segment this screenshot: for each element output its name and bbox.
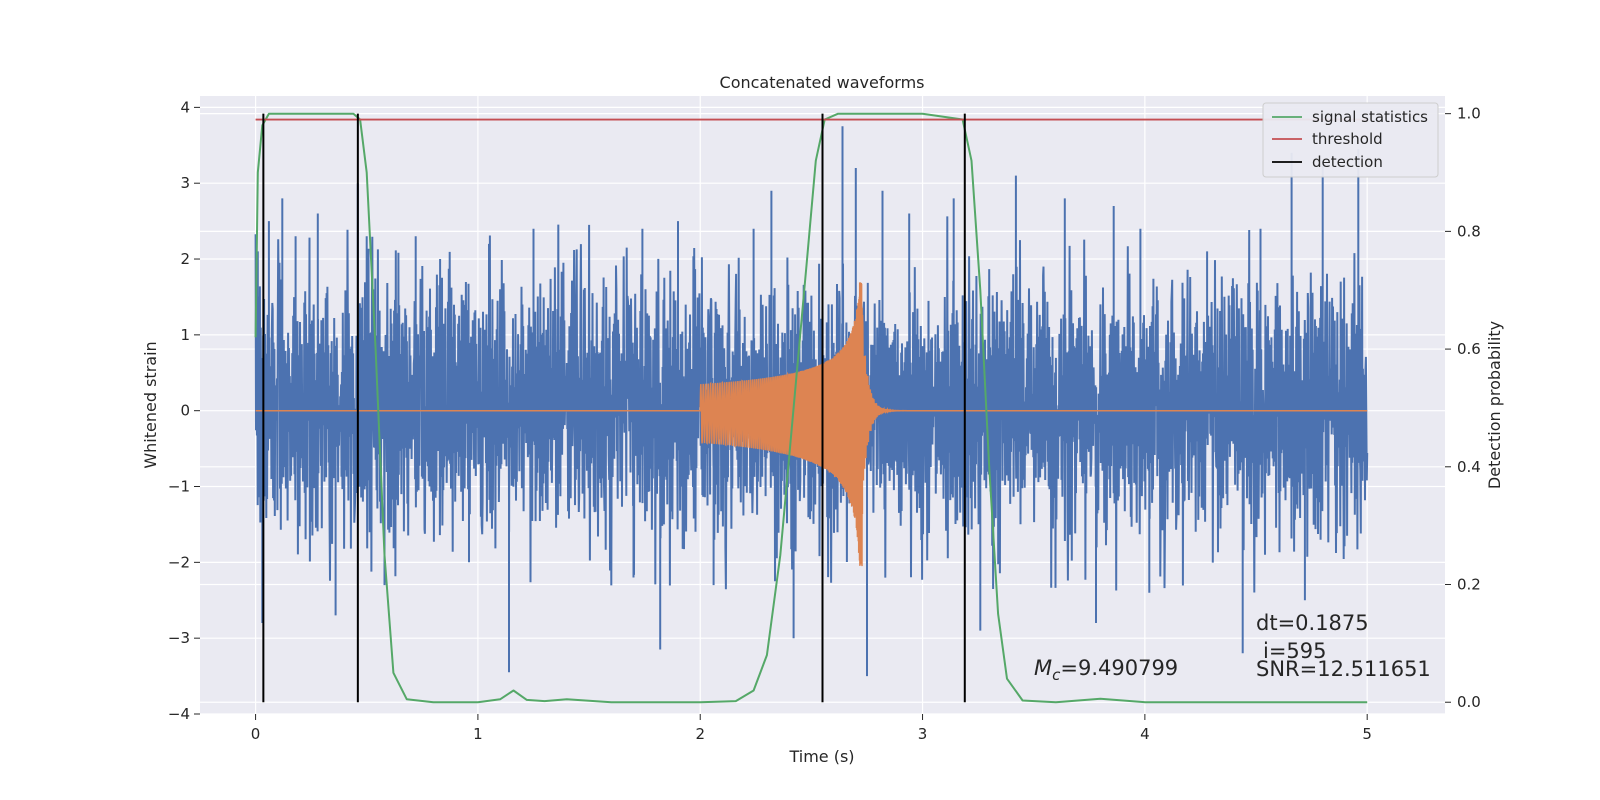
y2-tick-label-3: 0.4 (1457, 458, 1481, 476)
y2-tick-label-1: 0.8 (1457, 222, 1481, 240)
x-tick-label-3: 3 (918, 725, 928, 743)
y-axis-label: Whitened strain (141, 341, 160, 468)
y-tick-label-4: 0 (180, 402, 190, 420)
y-tick-label-6: −2 (168, 553, 190, 571)
x-tick-label-1: 1 (473, 725, 483, 743)
annotation-chirp-mass-subscript: c (1052, 666, 1061, 684)
legend-label-signal-statistics: signal statistics (1312, 108, 1428, 126)
y-tick-label-2: 2 (180, 250, 190, 268)
y-tick-label-7: −3 (168, 629, 190, 647)
x-tick-label-4: 4 (1140, 725, 1150, 743)
legend: signal statistics threshold detection (1262, 102, 1439, 178)
y-tick-label-3: 1 (180, 326, 190, 344)
y-tick-label-8: −4 (168, 705, 190, 723)
x-tick-label-5: 5 (1362, 725, 1372, 743)
y2-axis-label: Detection probability (1485, 321, 1504, 489)
legend-label-threshold: threshold (1312, 130, 1383, 148)
series-signal-statistics (254, 112, 1368, 704)
series-layer (254, 112, 1369, 704)
annotation-chirp-mass: Mc=9.490799 (1034, 656, 1178, 684)
x-tick-label-0: 0 (251, 725, 261, 743)
annotation-dt: dt=0.1875 (1256, 611, 1369, 635)
y-tick-label-1: 3 (180, 174, 190, 192)
annotation-chirp-mass-symbol: M (1034, 656, 1052, 680)
y2-tick-label-0: 1.0 (1457, 105, 1481, 123)
legend-label-detection: detection (1312, 153, 1383, 171)
annotation-index: i=595 (1263, 639, 1327, 663)
legend-box (1262, 102, 1439, 178)
y-tick-label-0: 4 (180, 98, 190, 116)
y2-tick-label-5: 0.0 (1457, 693, 1481, 711)
annotation-chirp-mass-value: =9.490799 (1060, 656, 1178, 680)
y2-tick-label-4: 0.2 (1457, 576, 1481, 594)
x-axis-label: Time (s) (788, 747, 854, 766)
y-tick-label-5: −1 (168, 478, 190, 496)
x-tick-label-2: 2 (695, 725, 705, 743)
y2-tick-label-2: 0.6 (1457, 340, 1481, 358)
series-injected-waveform (255, 282, 1368, 567)
chart-title: Concatenated waveforms (720, 73, 925, 92)
annotation-snr: SNR=12.511651 (1256, 657, 1431, 681)
ticks-layer: 0 1 2 3 4 5 4 3 2 1 0 −1 −2 −3 −4 1.0 0.8 0.6 0.4 0.2 0.0 (168, 98, 1481, 743)
